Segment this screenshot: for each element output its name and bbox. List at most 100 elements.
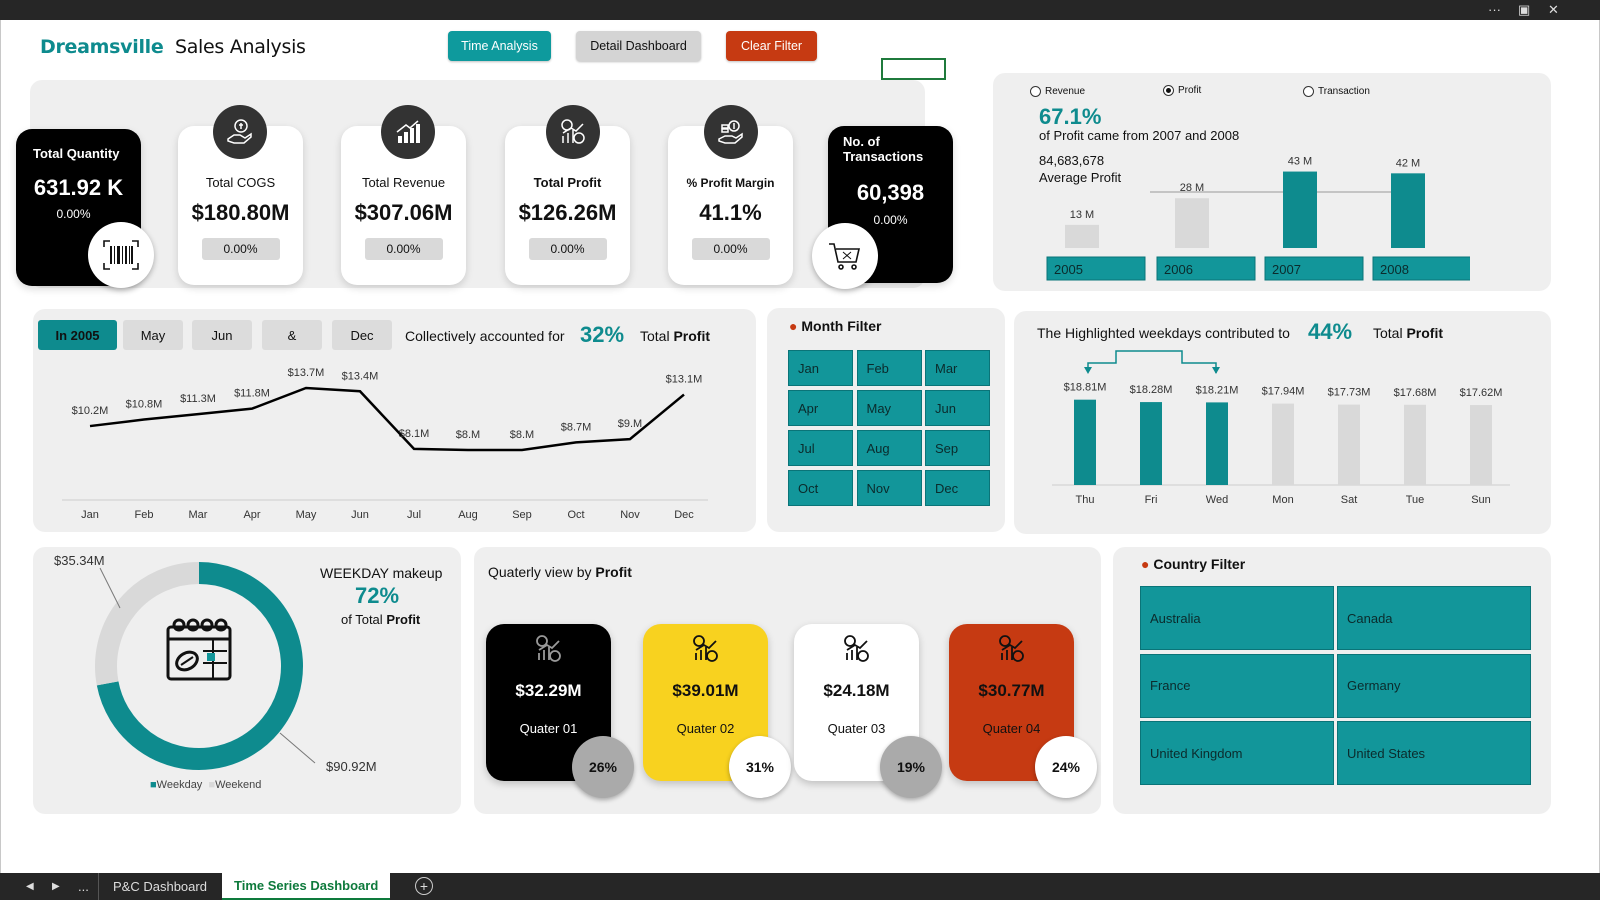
year-slicer-button[interactable] (1046, 256, 1146, 281)
month-slicer-jan[interactable]: Jan (788, 350, 853, 386)
kpi-change: 0.00% (873, 213, 908, 227)
makeup-of-total: of Total Profit (341, 612, 421, 627)
radio-button[interactable] (1030, 86, 1041, 97)
donut-slice (95, 562, 200, 686)
prev-sheet-icon[interactable]: ◀ (26, 881, 34, 892)
year-slicer-button[interactable] (1156, 256, 1256, 281)
month-value-label: $13.1M (666, 374, 703, 386)
month-slicer-feb[interactable]: Feb (856, 350, 922, 386)
month-slicer-oct[interactable]: Oct (788, 470, 853, 506)
weekday-tick-label: Wed (1206, 494, 1228, 506)
month-slicer-dec[interactable]: Dec (925, 470, 990, 506)
year-slicer-label: 2006 (1164, 262, 1193, 277)
add-sheet-icon[interactable]: + (415, 877, 433, 895)
kpi-change: 0.00% (528, 238, 607, 260)
year-bar (1391, 173, 1425, 248)
kpi-title: % Profit Margin (686, 176, 775, 190)
year-bar-label: 13 M (1070, 209, 1094, 221)
month-slicer-sep[interactable]: Sep (925, 430, 990, 466)
weekday-value-label: $18.81M (1064, 382, 1107, 394)
restore-window-icon[interactable]: ▣ (1518, 2, 1531, 17)
year-bar (1065, 224, 1099, 248)
month-value-label: $13.4M (342, 370, 379, 382)
quarter-label: Quater 03 (827, 721, 886, 736)
profit-coin-icon (794, 634, 919, 669)
month-tick-label: Dec (674, 509, 694, 521)
year-share-pct: 67.1% (1039, 104, 1102, 129)
makeup-title: WEEKDAY makeup (320, 565, 443, 581)
detail-dashboard-button[interactable]: Detail Dashboard (576, 31, 701, 61)
radio-profit[interactable]: Profit (1163, 85, 1201, 96)
month-slicer-mar[interactable]: Mar (925, 350, 990, 386)
month-slicer-nov[interactable]: Nov (856, 470, 922, 506)
close-window-icon[interactable]: ✕ (1548, 2, 1559, 17)
kpi-value: 631.92 K (33, 175, 124, 200)
month-filter-title: ● Month Filter (789, 318, 882, 334)
more-sheets[interactable]: ... (78, 879, 89, 894)
radio-transaction[interactable]: Transaction (1303, 86, 1370, 97)
radio-button[interactable] (1303, 86, 1314, 97)
cart-icon (812, 223, 878, 289)
month-tick-label: Mar (189, 509, 208, 521)
weekday-value-label: $18.28M (1130, 384, 1173, 396)
quarter-title: Quaterly view by Profit (488, 564, 632, 580)
month-slicer-apr[interactable]: Apr (788, 390, 853, 426)
country-slicer-france[interactable]: France (1140, 653, 1334, 718)
kpi-title: Total Revenue (361, 175, 446, 190)
weekday-tick-label: Sun (1471, 494, 1491, 506)
quarter-share-bubble: 19% (880, 736, 942, 798)
country-slicer-united-states[interactable]: United States (1337, 721, 1531, 785)
month-value-label: $8.M (456, 429, 480, 441)
year-bar-label: 28 M (1180, 182, 1204, 194)
weekday-value-label: $17.94M (1262, 386, 1305, 398)
radio-revenue[interactable]: Revenue (1030, 86, 1085, 97)
money-hand-icon (213, 105, 267, 159)
country-slicer-australia[interactable]: Australia (1140, 586, 1334, 650)
country-slicer-united-kingdom[interactable]: United Kingdom (1140, 721, 1334, 785)
dashboard-title: Dreamsville Sales Analysis (40, 36, 306, 58)
more-options-icon[interactable]: ··· (1488, 2, 1501, 17)
next-sheet-icon[interactable]: ▶ (52, 881, 60, 892)
time-analysis-button[interactable]: Time Analysis (448, 31, 551, 61)
country-filter-title: ● Country Filter (1141, 556, 1246, 572)
month-value-label: $10.8M (126, 399, 163, 411)
kpi-change: 0.00% (56, 207, 91, 221)
country-slicer-canada[interactable]: Canada (1337, 586, 1531, 650)
weekday-tick-label: Mon (1272, 494, 1293, 506)
yearly-panel (993, 73, 1551, 291)
month-value-label: $11.3M (180, 393, 216, 405)
month-slicer-jul[interactable]: Jul (788, 430, 853, 466)
kpi-title: No. of Transactions (843, 134, 924, 164)
average-label: Average Profit (1039, 170, 1122, 185)
month-slicer-may[interactable]: May (856, 390, 922, 426)
monthly-total-label: Total Profit (640, 328, 711, 344)
connector-arrows (1084, 367, 1220, 374)
weekday-tick-label: Tue (1406, 494, 1425, 506)
sheet-tab-bar: ◀ ▶ ... P&C Dashboard Time Series Dashbo… (0, 873, 1600, 900)
clear-filter-button[interactable]: Clear Filter (726, 31, 817, 61)
leader-line (99, 567, 121, 609)
year-slicer-button[interactable] (1264, 256, 1364, 281)
kpi-value: $180.80M (191, 200, 290, 225)
monthly-text: Collectively accounted for (405, 328, 565, 344)
month-tick-label: Aug (458, 509, 478, 521)
tab-time-series-dashboard[interactable]: Time Series Dashboard (222, 873, 391, 900)
weekday-value-label: $17.62M (1460, 387, 1503, 399)
month-slicer-aug[interactable]: Aug (856, 430, 922, 466)
yearly-bar-chart: 13 M 2005 28 M 2006 43 M 2007 42 M 2008 (1046, 156, 1470, 281)
brand-name: Dreamsville (40, 36, 164, 58)
tab-pc-dashboard[interactable]: P&C Dashboard (98, 873, 221, 900)
year-slicer-label: 2005 (1054, 262, 1083, 277)
country-slicer-germany[interactable]: Germany (1337, 653, 1531, 718)
year-bar (1175, 198, 1209, 248)
year-slicer-button[interactable] (1372, 256, 1470, 281)
kpi-value: $126.26M (518, 200, 617, 225)
radio-button-selected[interactable] (1163, 85, 1174, 96)
month-slicer-jun[interactable]: Jun (925, 390, 990, 426)
donut-legend: ■Weekday ■Weekend (150, 779, 262, 791)
weekday-tick-label: Fri (1145, 494, 1158, 506)
selected-cell[interactable] (881, 58, 946, 80)
weekday-value-label: $18.21M (1196, 384, 1239, 396)
month-tick-label: Jan (81, 509, 99, 521)
monthly-line-chart: $10.2M Jan $10.8M Feb $11.3M Mar $11.8M Apr $13.… (62, 367, 708, 521)
